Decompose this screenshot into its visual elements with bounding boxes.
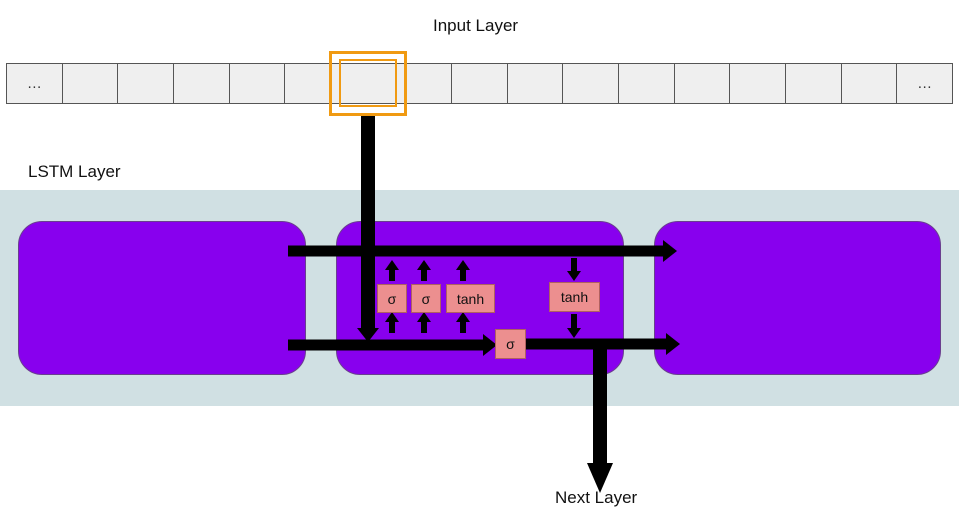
forget-gate: σ — [377, 284, 407, 313]
candidate-gate: tanh — [446, 284, 495, 313]
input-cell — [841, 63, 898, 104]
lstm-layer-label: LSTM Layer — [28, 162, 121, 181]
input-cell — [785, 63, 842, 104]
input-cell — [730, 63, 786, 104]
selected-input-inner — [339, 59, 397, 107]
lstm-cell-previous — [18, 221, 306, 375]
input-cell — [340, 63, 397, 104]
next-layer-label: Next Layer — [555, 488, 638, 507]
input-cell: … — [6, 63, 63, 104]
input-sequence: …… — [6, 63, 953, 104]
input-cell — [507, 63, 564, 104]
input-cell — [229, 63, 286, 104]
input-cell — [619, 63, 675, 104]
output-gate: σ — [495, 329, 526, 359]
input-cell — [173, 63, 230, 104]
input-gate: σ — [411, 284, 441, 313]
lstm-cell-next — [654, 221, 941, 375]
input-cell — [62, 63, 119, 104]
input-cell: … — [897, 63, 953, 104]
input-cell — [674, 63, 731, 104]
input-cell — [452, 63, 508, 104]
selected-input-highlight — [329, 51, 407, 116]
cell-activation: tanh — [549, 282, 600, 312]
input-cell — [563, 63, 620, 104]
input-cell — [118, 63, 174, 104]
input-layer-label: Input Layer — [433, 16, 519, 35]
